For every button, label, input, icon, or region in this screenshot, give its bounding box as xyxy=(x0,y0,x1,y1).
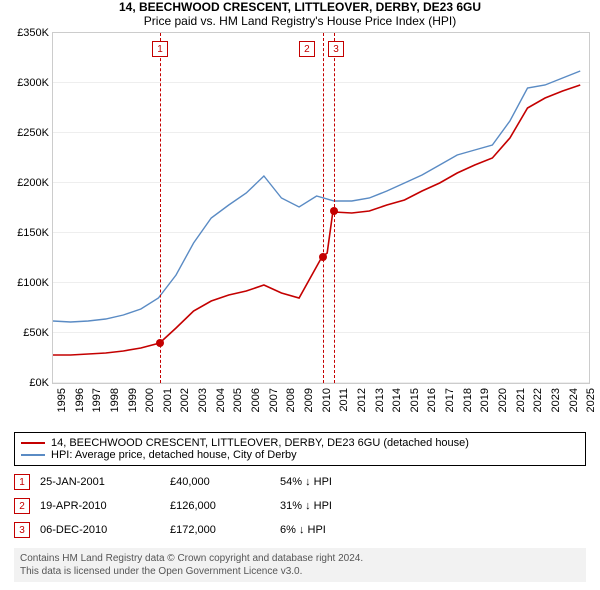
x-axis-label: 2003 xyxy=(197,388,209,412)
marker-vline xyxy=(160,33,161,383)
marker-number-box: 1 xyxy=(14,474,30,490)
price-dot xyxy=(319,253,327,261)
legend-row: HPI: Average price, detached house, City… xyxy=(21,449,579,461)
x-axis-label: 2009 xyxy=(303,388,315,412)
x-axis-label: 2017 xyxy=(444,388,456,412)
attribution-line2: This data is licensed under the Open Gov… xyxy=(20,565,580,578)
x-axis-label: 1996 xyxy=(74,388,86,412)
series-property xyxy=(53,85,580,355)
x-axis-label: 2015 xyxy=(409,388,421,412)
attribution-line1: Contains HM Land Registry data © Crown c… xyxy=(20,552,580,565)
x-axis-labels: 1995 1996 1997 1998 1999 2000 2001 2002 2003 2004… xyxy=(52,388,590,428)
y-axis-label: £150K xyxy=(1,227,49,239)
chart-title: 14, BEECHWOOD CRESCENT, LITTLEOVER, DERB… xyxy=(0,0,600,14)
x-axis-label: 1995 xyxy=(56,388,68,412)
y-axis-label: £300K xyxy=(1,77,49,89)
legend-swatch xyxy=(21,454,45,456)
x-axis-label: 2001 xyxy=(162,388,174,412)
x-axis-label: 2008 xyxy=(285,388,297,412)
marker-table-row: 2 19-APR-2010 £126,000 31% ↓ HPI xyxy=(14,494,586,518)
marker-diff: 6% ↓ HPI xyxy=(280,524,400,536)
marker-number-box: 3 xyxy=(14,522,30,538)
marker-date: 19-APR-2010 xyxy=(40,500,160,512)
x-axis-label: 2012 xyxy=(356,388,368,412)
x-axis-label: 2005 xyxy=(232,388,244,412)
marker-date: 25-JAN-2001 xyxy=(40,476,160,488)
x-axis-label: 2007 xyxy=(268,388,280,412)
marker-price: £40,000 xyxy=(170,476,270,488)
x-axis-label: 2025 xyxy=(585,388,597,412)
legend-swatch xyxy=(21,442,45,444)
legend: 14, BEECHWOOD CRESCENT, LITTLEOVER, DERB… xyxy=(14,432,586,466)
marker-diff: 31% ↓ HPI xyxy=(280,500,400,512)
chart-marker-box: 2 xyxy=(299,41,315,57)
y-axis-label: £100K xyxy=(1,277,49,289)
legend-label: HPI: Average price, detached house, City… xyxy=(51,449,297,461)
x-axis-label: 2013 xyxy=(374,388,386,412)
chart-marker-box: 1 xyxy=(152,41,168,57)
legend-label: 14, BEECHWOOD CRESCENT, LITTLEOVER, DERB… xyxy=(51,437,469,449)
chart-marker-box: 3 xyxy=(328,41,344,57)
marker-price: £172,000 xyxy=(170,524,270,536)
x-axis-label: 2014 xyxy=(391,388,403,412)
legend-row: 14, BEECHWOOD CRESCENT, LITTLEOVER, DERB… xyxy=(21,437,579,449)
attribution: Contains HM Land Registry data © Crown c… xyxy=(14,548,586,582)
chart-svg xyxy=(53,33,589,383)
price-dot xyxy=(330,207,338,215)
x-axis-label: 2010 xyxy=(321,388,333,412)
y-axis-label: £0K xyxy=(1,377,49,389)
x-axis-label: 1998 xyxy=(109,388,121,412)
y-axis-label: £200K xyxy=(1,177,49,189)
marker-number-box: 2 xyxy=(14,498,30,514)
marker-table-row: 1 25-JAN-2001 £40,000 54% ↓ HPI xyxy=(14,470,586,494)
x-axis-label: 2020 xyxy=(497,388,509,412)
x-axis-label: 2006 xyxy=(250,388,262,412)
x-axis-label: 2004 xyxy=(215,388,227,412)
x-axis-label: 2019 xyxy=(479,388,491,412)
marker-diff: 54% ↓ HPI xyxy=(280,476,400,488)
x-axis-label: 2024 xyxy=(568,388,580,412)
x-axis-label: 2002 xyxy=(179,388,191,412)
x-axis-label: 2000 xyxy=(144,388,156,412)
price-dot xyxy=(156,339,164,347)
y-axis-label: £50K xyxy=(1,327,49,339)
chart-area: £0K£50K£100K£150K£200K£250K£300K£350K123 xyxy=(52,32,590,384)
chart-subtitle: Price paid vs. HM Land Registry's House … xyxy=(0,14,600,28)
y-axis-label: £250K xyxy=(1,127,49,139)
x-axis-label: 1999 xyxy=(127,388,139,412)
x-axis-label: 2018 xyxy=(462,388,474,412)
x-axis-label: 2021 xyxy=(515,388,527,412)
x-axis-label: 2011 xyxy=(338,388,350,412)
marker-price: £126,000 xyxy=(170,500,270,512)
x-axis-label: 2023 xyxy=(550,388,562,412)
marker-table-row: 3 06-DEC-2010 £172,000 6% ↓ HPI xyxy=(14,518,586,542)
x-axis-label: 2022 xyxy=(532,388,544,412)
x-axis-label: 2016 xyxy=(426,388,438,412)
y-axis-label: £350K xyxy=(1,27,49,39)
marker-date: 06-DEC-2010 xyxy=(40,524,160,536)
series-hpi xyxy=(53,71,580,322)
x-axis-label: 1997 xyxy=(91,388,103,412)
marker-vline xyxy=(323,33,324,383)
marker-table: 1 25-JAN-2001 £40,000 54% ↓ HPI 2 19-APR-2010… xyxy=(14,470,586,542)
